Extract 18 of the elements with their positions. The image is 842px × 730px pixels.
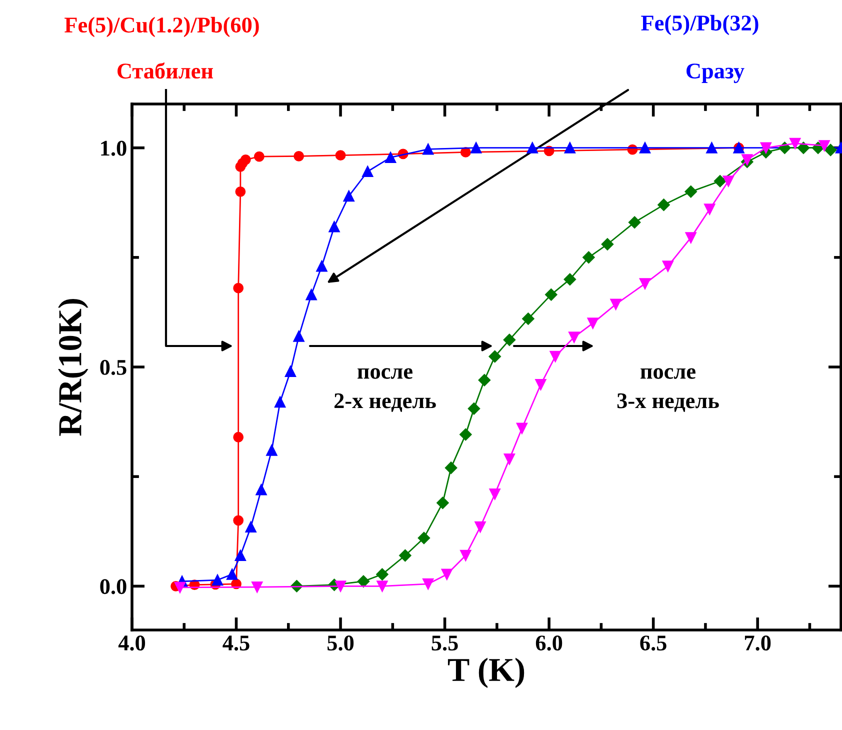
x-tick-label: 4.0 xyxy=(118,636,146,651)
text: Fe(5)/Pb(32) xyxy=(641,14,758,36)
text: Fe(5)/Cu(1.2)/Pb(60) xyxy=(64,16,259,38)
x-axis-title: T (K) xyxy=(448,658,524,688)
x-tick-label: 6.5 xyxy=(640,636,666,651)
annotation: после 3-х недель xyxy=(617,368,719,412)
y-tick-label: 1.0 xyxy=(101,140,126,156)
y-tick-label: 0.5 xyxy=(100,360,126,376)
x-tick-label: 7.0 xyxy=(744,636,771,651)
text: Стабилен xyxy=(118,62,213,79)
annotation: после 2-х недель xyxy=(334,368,436,412)
y-axis-title: R/R(10K) xyxy=(58,299,88,436)
x-tick-label: 5.5 xyxy=(432,636,458,651)
y-tick-label: 0.0 xyxy=(100,579,126,594)
x-tick-label: 6.0 xyxy=(536,636,562,651)
x-tick-label: 4.5 xyxy=(222,636,250,651)
text: Сразу xyxy=(686,64,744,84)
x-tick-label: 5.0 xyxy=(328,636,354,651)
